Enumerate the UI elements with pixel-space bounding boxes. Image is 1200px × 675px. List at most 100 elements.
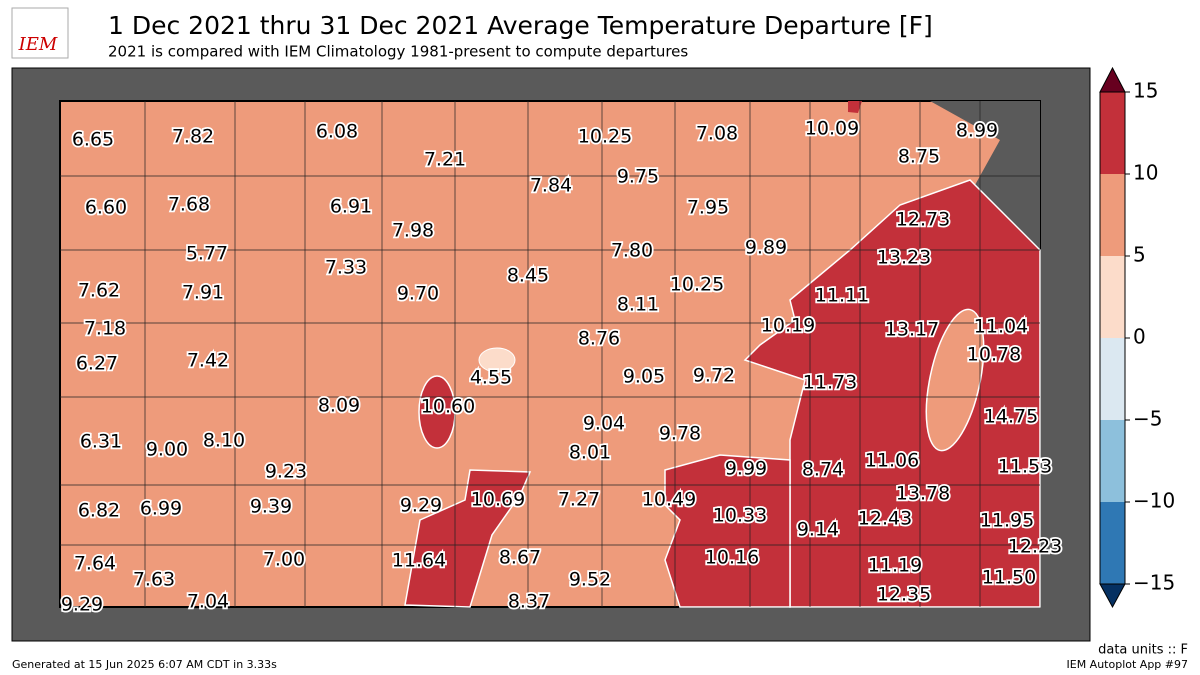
station-value: 7.18 [84, 318, 126, 340]
station-value: 8.37 [508, 591, 550, 613]
colorbar-segment [1100, 338, 1125, 420]
station-value: 7.42 [187, 350, 229, 372]
station-value: 10.60 [421, 396, 475, 418]
subtitle: 2021 is compared with IEM Climatology 19… [108, 43, 688, 61]
colorbar-segment [1100, 92, 1125, 174]
station-value: 8.45 [507, 265, 549, 287]
station-value: 11.11 [815, 285, 869, 307]
app: IEM Autoplot App #97 [1067, 658, 1189, 671]
station-value: 14.75 [984, 406, 1038, 428]
colorbar-segment [1100, 420, 1125, 502]
station-value: 6.27 [76, 353, 118, 375]
colorbar-tick-label: 15 [1133, 79, 1158, 103]
colorbar-tick-label: −10 [1133, 489, 1175, 513]
station-value: 12.23 [1008, 536, 1062, 558]
station-value: 6.82 [78, 500, 120, 522]
colorbar-tick-label: 5 [1133, 243, 1146, 267]
station-value: 7.68 [168, 194, 210, 216]
station-value: 11.04 [974, 316, 1028, 338]
colorbar-tick-label: −5 [1133, 407, 1162, 431]
logo-text: IEM [18, 34, 58, 55]
station-value: 10.25 [670, 274, 724, 296]
station-value: 11.50 [982, 567, 1036, 589]
colorbar-tick-label: 0 [1133, 325, 1146, 349]
station-value: 10.78 [967, 344, 1021, 366]
logo: IEM [11, 7, 69, 59]
station-value: 7.00 [263, 549, 305, 571]
station-value: 6.99 [140, 498, 182, 520]
station-value: 13.17 [885, 319, 939, 341]
station-value: 12.73 [896, 209, 950, 231]
station-value: 8.01 [569, 442, 611, 464]
station-value: 8.76 [578, 328, 620, 350]
station-value: 7.08 [696, 123, 738, 145]
colorbar-segment [1100, 502, 1125, 584]
station-value: 10.09 [805, 118, 859, 140]
station-value: 7.82 [172, 126, 214, 148]
station-value: 13.78 [896, 483, 950, 505]
station-value: 11.64 [392, 550, 446, 572]
colorbar-segment [1100, 174, 1125, 256]
station-value: 9.04 [583, 413, 625, 435]
station-value: 9.00 [146, 439, 188, 461]
station-value: 6.60 [85, 197, 127, 219]
station-value: 11.06 [865, 450, 919, 472]
station-value: 10.19 [761, 315, 815, 337]
title: 1 Dec 2021 thru 31 Dec 2021 Average Temp… [108, 11, 933, 40]
station-value: 9.39 [250, 496, 292, 518]
station-value: 7.63 [133, 569, 175, 591]
station-value: 9.78 [659, 423, 701, 445]
station-value: 9.29 [61, 594, 103, 616]
map [59, 100, 1041, 608]
station-value: 11.19 [868, 555, 922, 577]
station-value: 12.43 [858, 508, 912, 530]
station-value: 8.67 [499, 547, 541, 569]
station-value: 9.29 [400, 495, 442, 517]
station-value: 6.31 [80, 431, 122, 453]
station-value: 4.55 [470, 367, 512, 389]
station-value: 5.77 [186, 243, 228, 265]
colorbar-segment [1100, 256, 1125, 338]
station-value: 7.64 [74, 553, 116, 575]
station-value: 8.09 [318, 395, 360, 417]
station-value: 8.11 [617, 294, 659, 316]
station-value: 10.25 [578, 126, 632, 148]
station-value: 7.04 [187, 591, 229, 613]
station-value: 9.23 [265, 461, 307, 483]
station-value: 13.23 [877, 247, 931, 269]
station-value: 9.75 [617, 166, 659, 188]
station-value: 9.05 [623, 366, 665, 388]
station-value: 9.52 [569, 569, 611, 591]
station-value: 7.33 [325, 257, 367, 279]
station-value: 12.35 [877, 584, 931, 606]
station-value: 7.91 [182, 282, 224, 304]
station-value: 11.95 [980, 510, 1034, 532]
station-value: 8.99 [956, 120, 998, 142]
station-value: 7.84 [530, 175, 572, 197]
station-value: 7.27 [558, 489, 600, 511]
colorbar-extend [1099, 66, 1126, 93]
station-value: 9.72 [693, 365, 735, 387]
station-value: 10.69 [471, 489, 525, 511]
station-value: 9.89 [745, 237, 787, 259]
station-value: 9.14 [797, 519, 839, 541]
station-value: 6.65 [72, 129, 114, 151]
station-value: 7.21 [424, 149, 466, 171]
station-value: 10.49 [642, 489, 696, 511]
units: data units :: F [1098, 643, 1188, 658]
station-value: 9.99 [725, 458, 767, 480]
station-value: 11.53 [998, 456, 1052, 478]
station-value: 6.08 [316, 121, 358, 143]
station-value: 8.75 [898, 146, 940, 168]
station-value: 7.98 [392, 220, 434, 242]
station-value: 7.95 [687, 197, 729, 219]
station-value: 6.91 [330, 196, 372, 218]
colorbar-extend [1099, 583, 1126, 609]
station-value: 8.10 [203, 430, 245, 452]
station-value: 7.80 [611, 240, 653, 262]
station-value: 10.33 [713, 505, 767, 527]
station-value: 11.73 [803, 372, 857, 394]
colorbar-tick-label: −15 [1133, 571, 1175, 595]
station-value: 10.16 [705, 547, 759, 569]
